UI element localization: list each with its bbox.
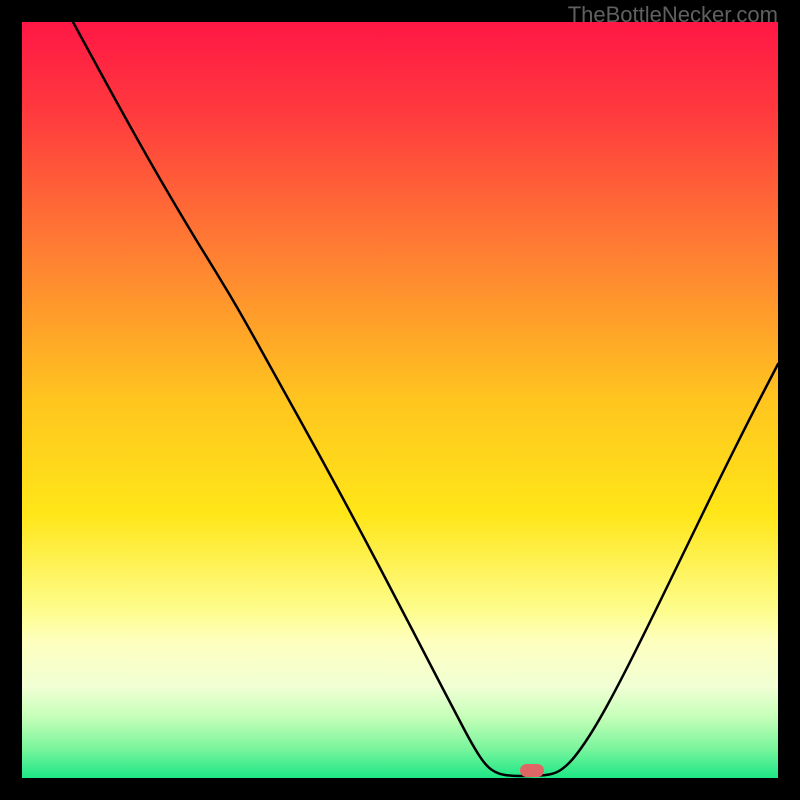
bottleneck-curve (73, 22, 778, 776)
curve-layer (0, 0, 800, 800)
bottleneck-chart: TheBottleNecker.com (0, 0, 800, 800)
optimum-marker (520, 764, 544, 777)
watermark-text: TheBottleNecker.com (568, 2, 778, 28)
